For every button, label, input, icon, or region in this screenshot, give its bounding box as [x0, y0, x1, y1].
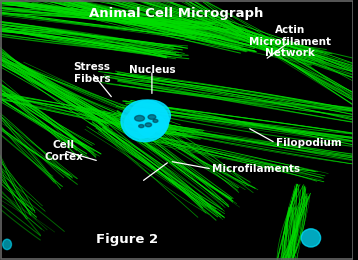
Text: Figure 2: Figure 2	[96, 233, 158, 246]
Ellipse shape	[130, 100, 170, 131]
Text: Actin
Microfilament
Network: Actin Microfilament Network	[249, 25, 331, 58]
Ellipse shape	[153, 119, 158, 122]
Ellipse shape	[145, 123, 151, 127]
Text: Filopodium: Filopodium	[276, 138, 341, 148]
Ellipse shape	[137, 115, 166, 138]
Text: Microfilaments: Microfilaments	[212, 164, 300, 174]
Ellipse shape	[148, 115, 156, 119]
Text: Cell
Cortex: Cell Cortex	[44, 140, 83, 162]
Ellipse shape	[135, 115, 145, 121]
Text: Nucleus: Nucleus	[129, 65, 175, 75]
Ellipse shape	[3, 239, 11, 250]
Text: Stress
Fibers: Stress Fibers	[73, 62, 110, 84]
Ellipse shape	[139, 125, 144, 128]
Ellipse shape	[125, 109, 158, 138]
Ellipse shape	[301, 229, 321, 247]
Ellipse shape	[121, 100, 169, 142]
Text: Animal Cell Micrograph: Animal Cell Micrograph	[90, 6, 264, 20]
